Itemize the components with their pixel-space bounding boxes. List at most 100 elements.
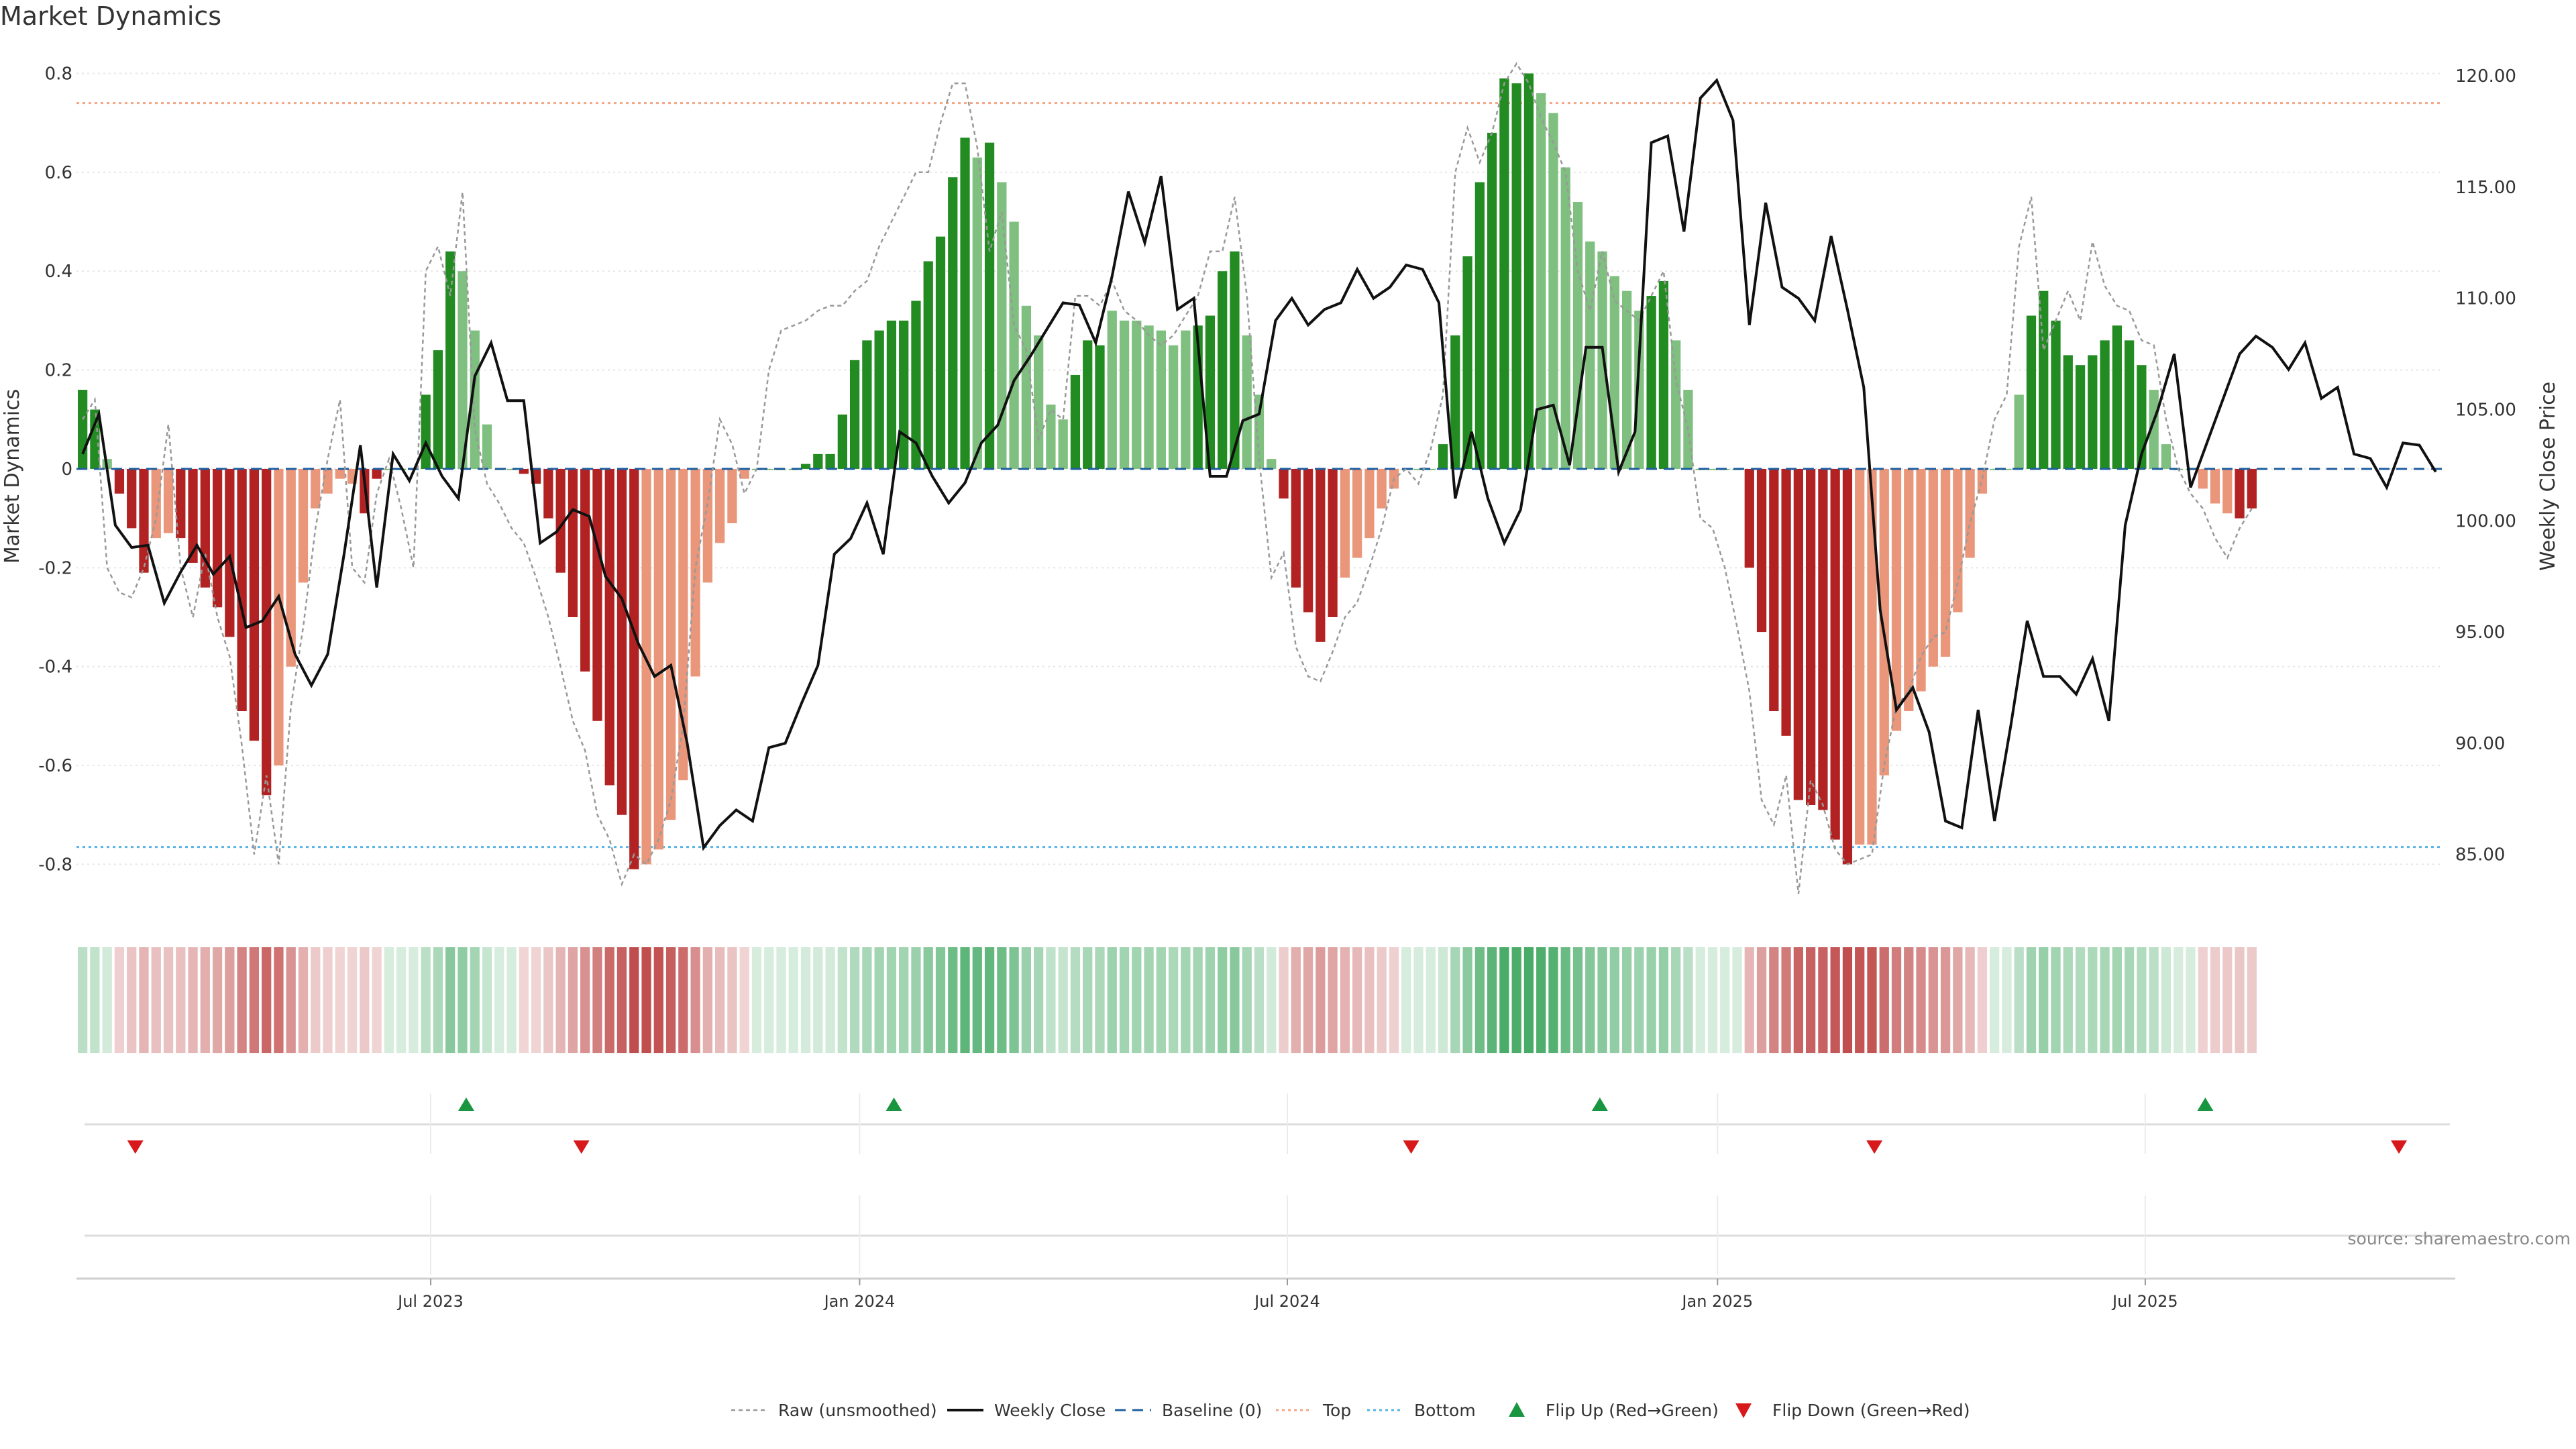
bar	[1377, 468, 1387, 508]
heat-strip-cell	[764, 947, 774, 1053]
bar	[739, 468, 749, 479]
bar	[1009, 221, 1019, 469]
heat-strip-cell	[678, 947, 688, 1053]
heat-strip-cell	[751, 947, 762, 1053]
heat-strip-cell	[1156, 947, 1166, 1053]
heat-strip-cell	[825, 947, 835, 1053]
flip-down-marker	[2391, 1140, 2408, 1154]
heat-strip-cell	[2235, 947, 2245, 1053]
heat-strip-cell	[1940, 947, 1951, 1053]
heat-strip-cell	[2014, 947, 2024, 1053]
bar	[470, 330, 480, 469]
bar	[2088, 355, 2098, 469]
heat-strip-cell	[874, 947, 884, 1053]
heat-strip-cell	[543, 947, 553, 1053]
heat-strip-cell	[629, 947, 639, 1053]
y-tick-label-left: -0.8	[38, 855, 72, 875]
bar	[1818, 468, 1828, 810]
bar	[568, 468, 578, 617]
bar	[665, 468, 676, 820]
bar	[1904, 468, 1914, 711]
heat-strip-cell	[249, 947, 260, 1053]
heat-strip-cell	[1781, 947, 1791, 1053]
heat-strip-cell	[1634, 947, 1644, 1053]
bar	[1413, 468, 1424, 470]
bar	[1658, 280, 1669, 469]
heat-strip-cell	[1009, 947, 1019, 1053]
heat-strip-cell	[1095, 947, 1105, 1053]
heat-strip-cell	[384, 947, 394, 1053]
heat-strip-cell	[2222, 947, 2233, 1053]
heat-strip-cell	[2100, 947, 2110, 1053]
heat-strip-cell	[1364, 947, 1375, 1053]
bar	[1205, 315, 1216, 469]
heat-strip-cell	[1242, 947, 1252, 1053]
heat-strip-cell	[1683, 947, 1693, 1053]
flip-up-marker	[1591, 1097, 1608, 1111]
bar	[1218, 271, 1228, 469]
heat-strip-cell	[1487, 947, 1497, 1053]
heat-strip-cell	[911, 947, 921, 1053]
heat-strip-cell	[1426, 947, 1436, 1053]
bar	[1083, 340, 1093, 469]
heat-strip-cell	[2026, 947, 2037, 1053]
page-title: Market Dynamics	[0, 1, 222, 31]
legend-swatch	[1735, 1403, 1752, 1418]
bar	[298, 468, 309, 583]
bar	[335, 468, 345, 479]
bar	[1316, 468, 1326, 642]
heat-strip-cell	[2210, 947, 2220, 1053]
heat-strip-cell	[188, 947, 198, 1053]
bar	[1940, 468, 1951, 657]
bar	[690, 468, 700, 677]
heat-strip-cell	[114, 947, 125, 1053]
bar	[1070, 374, 1081, 469]
heat-strip-cell	[948, 947, 958, 1053]
bar	[1499, 78, 1509, 469]
heat-strip-cell	[2112, 947, 2122, 1053]
heat-strip-cell	[237, 947, 247, 1053]
heat-strip-cell	[580, 947, 590, 1053]
bar	[641, 468, 651, 865]
legend-label: Raw (unsmoothed)	[778, 1401, 937, 1420]
heat-strip-cell	[151, 947, 161, 1053]
heat-strip-cell	[1744, 947, 1754, 1053]
heat-strip-cell	[286, 947, 296, 1053]
heat-strip-cell	[886, 947, 897, 1053]
heat-strip-cell	[176, 947, 186, 1053]
heat-strip-cell	[1070, 947, 1081, 1053]
bar	[1107, 311, 1117, 469]
y-tick-label-left: 0.8	[45, 64, 72, 84]
bar	[225, 468, 235, 637]
bar	[311, 468, 321, 508]
heat-strip-cell	[1291, 947, 1301, 1053]
heat-strip-cell	[1462, 947, 1472, 1053]
bar	[899, 320, 909, 469]
heat-strip-cell	[262, 947, 272, 1053]
bar	[616, 468, 627, 815]
bar	[249, 468, 260, 741]
heat-strip-cell	[837, 947, 847, 1053]
bar	[1267, 459, 1277, 469]
bar	[1450, 335, 1460, 469]
heat-strip-cell	[849, 947, 860, 1053]
weekly-close-line	[81, 78, 2437, 851]
heat-strip-cell	[935, 947, 946, 1053]
bar	[800, 464, 811, 469]
heat-strip-cell	[1769, 947, 1779, 1053]
legend-label: Flip Down (Green→Red)	[1772, 1401, 1970, 1420]
bar	[1916, 468, 1926, 692]
heat-strip-cell	[1034, 947, 1044, 1053]
bar	[286, 468, 296, 667]
heat-strip-cell	[519, 947, 529, 1053]
bar	[433, 350, 443, 469]
heat-strip-cell	[592, 947, 602, 1053]
heat-strip-cell	[1879, 947, 1889, 1053]
y-tick-label-left: 0.4	[45, 262, 72, 282]
bar	[1560, 167, 1570, 469]
heat-strip-cell	[2186, 947, 2196, 1053]
heat-strip-cell	[90, 947, 100, 1053]
bar	[1953, 468, 1963, 612]
heat-strip-cell	[899, 947, 909, 1053]
